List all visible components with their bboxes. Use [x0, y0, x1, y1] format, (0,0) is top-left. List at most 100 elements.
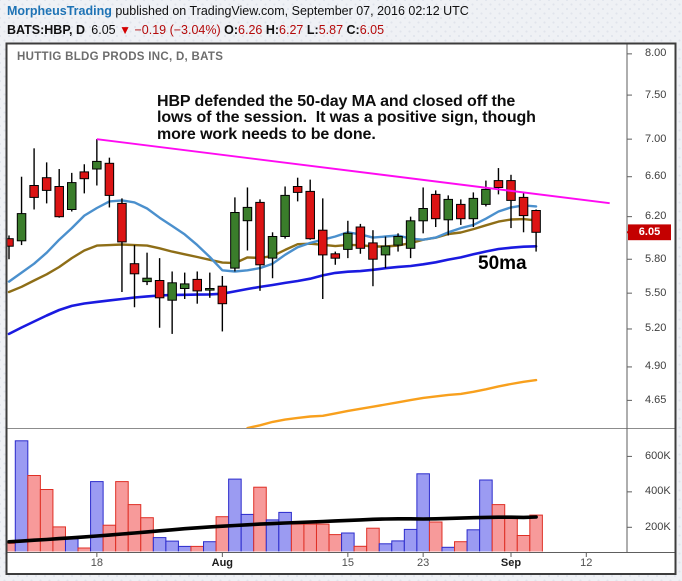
candle-up [405, 220, 416, 249]
candle-down [531, 210, 541, 233]
price-axis-label: 6.60 [645, 170, 667, 183]
time-axis-label: 18 [90, 557, 103, 569]
annotation-line-2: lows of the session. It was a positive s… [157, 109, 536, 126]
volume-bar-down [39, 489, 54, 552]
volume-bar-down [140, 517, 154, 552]
volume-bar-up [228, 478, 242, 552]
volume-bar-up [391, 540, 405, 552]
volume-bar-up [177, 545, 192, 552]
candle-up [67, 182, 77, 211]
candle-up [393, 236, 403, 246]
volume-bar-up [341, 532, 355, 552]
volume-bar-down [315, 523, 330, 552]
volume-bar-down [328, 534, 343, 552]
volume-bar-down [454, 541, 468, 552]
volume-bar-down [353, 545, 368, 552]
volume-axis-label: 400K [645, 485, 671, 498]
candle-down [292, 186, 303, 193]
annotation-line-1: HBP defended the 50-day MA and closed of… [157, 92, 516, 110]
candle-down [518, 196, 529, 217]
candle-up [179, 283, 190, 289]
volume-bar-up [378, 543, 393, 552]
candle-down [330, 253, 341, 259]
price-axis-label: 8.00 [645, 47, 667, 60]
candle-up [443, 198, 453, 221]
publish-line: MorpheusTrading published on TradingView… [7, 4, 469, 18]
volume-bar-down [428, 521, 443, 552]
price-pane[interactable] [5, 138, 610, 428]
candle-up [380, 245, 391, 256]
candle-down [79, 171, 90, 180]
candles-layer [7, 139, 541, 334]
volume-bar-down [102, 524, 117, 552]
candle-up [242, 206, 253, 222]
volume-bar-up [278, 511, 292, 552]
candle-up [267, 236, 278, 259]
volume-bar-down [127, 504, 142, 552]
ma200-line [246, 378, 538, 428]
candle-up [167, 282, 177, 301]
candle-up [468, 197, 479, 220]
candle-up [230, 212, 240, 269]
candle-down [305, 190, 315, 240]
ma50-label: 50ma [478, 253, 527, 274]
volume-bar-down [77, 547, 92, 552]
volume-bar-down [303, 523, 317, 552]
candle-down [368, 242, 378, 260]
last-price-badge [628, 224, 671, 241]
candle-down [192, 278, 202, 292]
volume-bar-down [190, 545, 205, 552]
volume-bar-up [64, 538, 79, 552]
candle-down [255, 201, 265, 266]
ma50-line [7, 245, 538, 336]
time-axis-label: Aug [211, 557, 234, 569]
volume-bar-down [529, 514, 543, 552]
volume-bar-down [215, 516, 230, 552]
volume-bar-down [115, 481, 129, 552]
volume-axis-label: 200K [645, 520, 671, 533]
close-value: 6.05 [359, 23, 385, 37]
volume-bar-down [290, 523, 305, 552]
volume-bar-up [152, 537, 167, 552]
volume-bar-up [403, 528, 418, 552]
candle-down [493, 180, 504, 189]
price-axis-label: 7.00 [645, 132, 667, 145]
time-axis-label: 12 [580, 557, 593, 569]
volume-bar-up [416, 473, 430, 552]
candle-down [54, 186, 64, 218]
price-axis-label: 5.20 [645, 322, 667, 335]
chart-title: HUTTIG BLDG PRODS INC, D, BATS [17, 51, 224, 63]
price-axis-label: 4.90 [645, 360, 667, 373]
volume-bar-up [90, 481, 104, 552]
candle-up [343, 232, 353, 250]
candle-up [16, 213, 27, 242]
down-triangle-icon: ▼ [119, 23, 131, 37]
volume-bar-down [491, 504, 506, 552]
candle-up [280, 194, 290, 237]
high-label: H: [265, 23, 280, 37]
candle-up [92, 160, 102, 170]
open-label: O: [224, 23, 239, 37]
publisher-link[interactable]: MorpheusTrading [7, 4, 112, 18]
volume-bar-up [14, 440, 29, 552]
price-axis-label: 7.50 [645, 88, 667, 101]
time-axis-label: 23 [417, 557, 430, 569]
volume-bar-down [253, 486, 267, 552]
volume-bar-down [504, 516, 518, 552]
candle-up [142, 277, 152, 283]
candle-down [456, 203, 466, 220]
last-price-badge-label: 6.05 [638, 225, 661, 238]
candle-up [481, 188, 491, 205]
price-change: −0.19 (−3.04%) [134, 23, 221, 37]
volume-bar-up [203, 541, 217, 552]
candle-down [217, 285, 228, 305]
price-axis-label: 4.65 [645, 393, 667, 406]
volume-pane[interactable] [3, 440, 543, 552]
candle-down [117, 202, 127, 243]
publish-text: published on TradingView.com, September … [111, 4, 469, 18]
annotation-text: HBP defended the 50-day MA and closed of… [157, 92, 536, 144]
trendline[interactable] [96, 138, 610, 205]
open-value: 6.26 [238, 23, 263, 37]
volume-bar-up [441, 546, 456, 552]
